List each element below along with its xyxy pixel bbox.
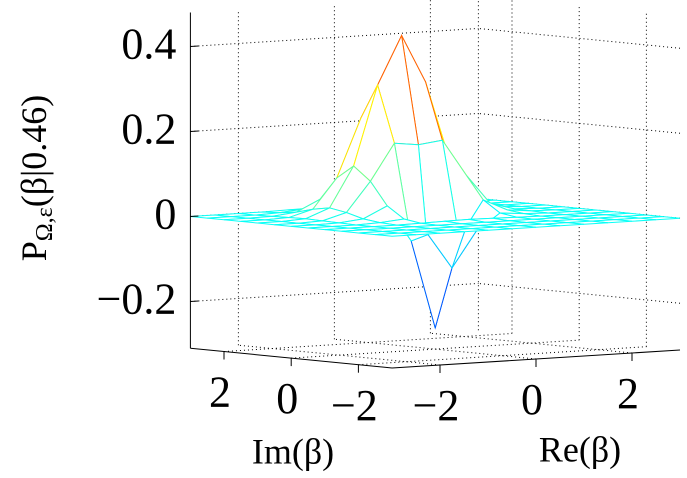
grid-line [223, 333, 513, 352]
z-tick [190, 215, 199, 217]
z-tick [190, 130, 199, 132]
z-tick-label: 0.4 [121, 20, 176, 69]
z-label-sub: Ω,ε [32, 207, 58, 241]
y-tick-label: 0 [276, 374, 298, 423]
z-tick-label: 0.2 [121, 105, 176, 154]
y-tick-label: −2 [331, 381, 378, 430]
mesh-layer [190, 33, 681, 330]
grid-line [291, 339, 580, 359]
y-tick-label: 2 [209, 368, 231, 417]
z-tick-label: 0 [154, 190, 176, 239]
z-tick-label: −0.2 [97, 275, 177, 324]
grid-line [478, 282, 681, 304]
grid-line [358, 346, 647, 366]
x-axis-label: Re(β) [539, 429, 621, 469]
z-tick [190, 45, 199, 47]
grid-line [478, 27, 681, 49]
z-label-main: P [14, 241, 54, 261]
z-label-rest: (β|0.46) [14, 95, 54, 208]
x-tick-label: 2 [617, 369, 639, 418]
z-tick [190, 300, 199, 302]
z-axis-label: PΩ,ε(β|0.46) [14, 95, 57, 261]
y-axis-label: Im(β) [252, 431, 334, 471]
grid-line [190, 27, 479, 47]
grid-line [478, 112, 681, 134]
axis-layer: −0.200.20.4−202 −2 0 2 [97, 12, 681, 430]
mesh-cell [375, 232, 417, 237]
x-tick-label: −2 [413, 381, 460, 430]
x-tick-label: 0 [521, 375, 543, 424]
